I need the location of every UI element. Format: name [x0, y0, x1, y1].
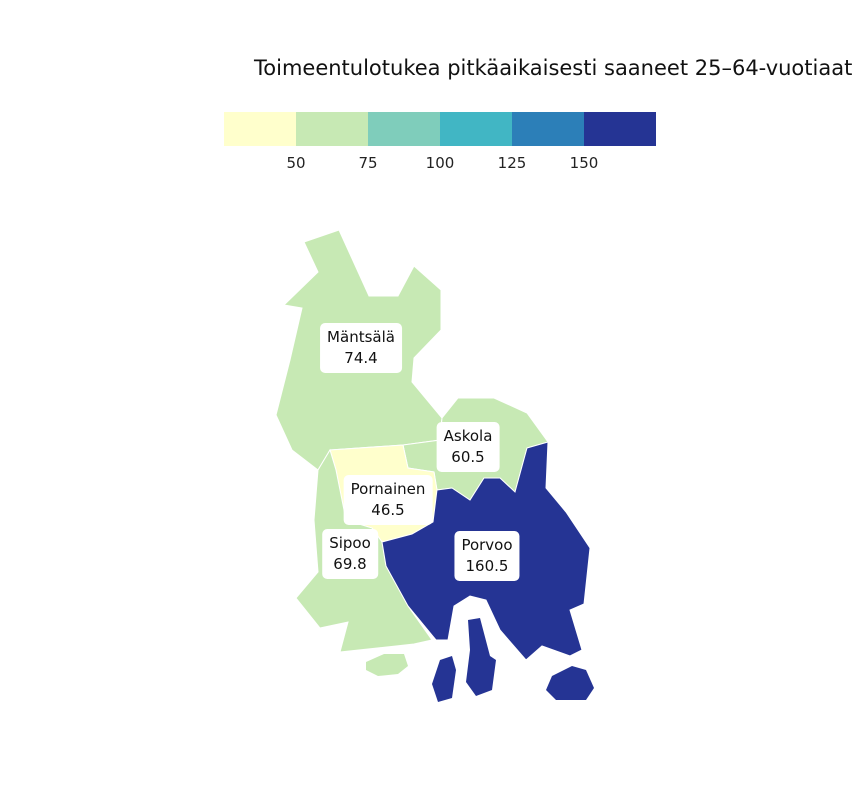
region-label-name: Askola [443, 427, 493, 445]
legend-tick: 125 [497, 154, 527, 172]
legend-swatch-1 [224, 112, 296, 146]
region-label-name: Sipoo [329, 534, 371, 552]
region-label-value: 74.4 [344, 349, 378, 367]
legend-swatch-4 [440, 112, 512, 146]
region-label-pornainen: Pornainen 46.5 [343, 475, 433, 525]
legend-tick: 75 [358, 154, 378, 172]
region-porvoo-island[interactable] [432, 656, 456, 702]
region-label-name: Pornainen [350, 480, 426, 498]
region-label-name: Porvoo [461, 536, 513, 554]
region-label-askola: Askola 60.5 [436, 422, 500, 472]
legend-ticks: 50 75 100 125 150 [224, 154, 656, 174]
region-label-sipoo: Sipoo 69.8 [322, 529, 378, 579]
region-label-mantsala: Mäntsälä 74.4 [320, 323, 402, 373]
region-label-value: 160.5 [465, 557, 509, 575]
legend-swatch-6 [584, 112, 656, 146]
region-label-value: 69.8 [333, 555, 367, 573]
color-legend [224, 112, 656, 146]
legend-tick: 150 [569, 154, 599, 172]
region-label-value: 46.5 [371, 501, 405, 519]
region-label-porvoo: Porvoo 160.5 [454, 531, 520, 581]
region-label-value: 60.5 [451, 448, 485, 466]
legend-swatch-3 [368, 112, 440, 146]
legend-tick: 50 [286, 154, 306, 172]
legend-tick: 100 [425, 154, 455, 172]
map-title: Toimeentulotukea pitkäaikaisesti saaneet… [254, 56, 853, 80]
legend-swatch-5 [512, 112, 584, 146]
legend-swatch-2 [296, 112, 368, 146]
region-label-name: Mäntsälä [327, 328, 395, 346]
region-porvoo-island[interactable] [466, 618, 496, 696]
region-sipoo-island[interactable] [366, 654, 408, 676]
region-porvoo-island[interactable] [546, 666, 594, 700]
